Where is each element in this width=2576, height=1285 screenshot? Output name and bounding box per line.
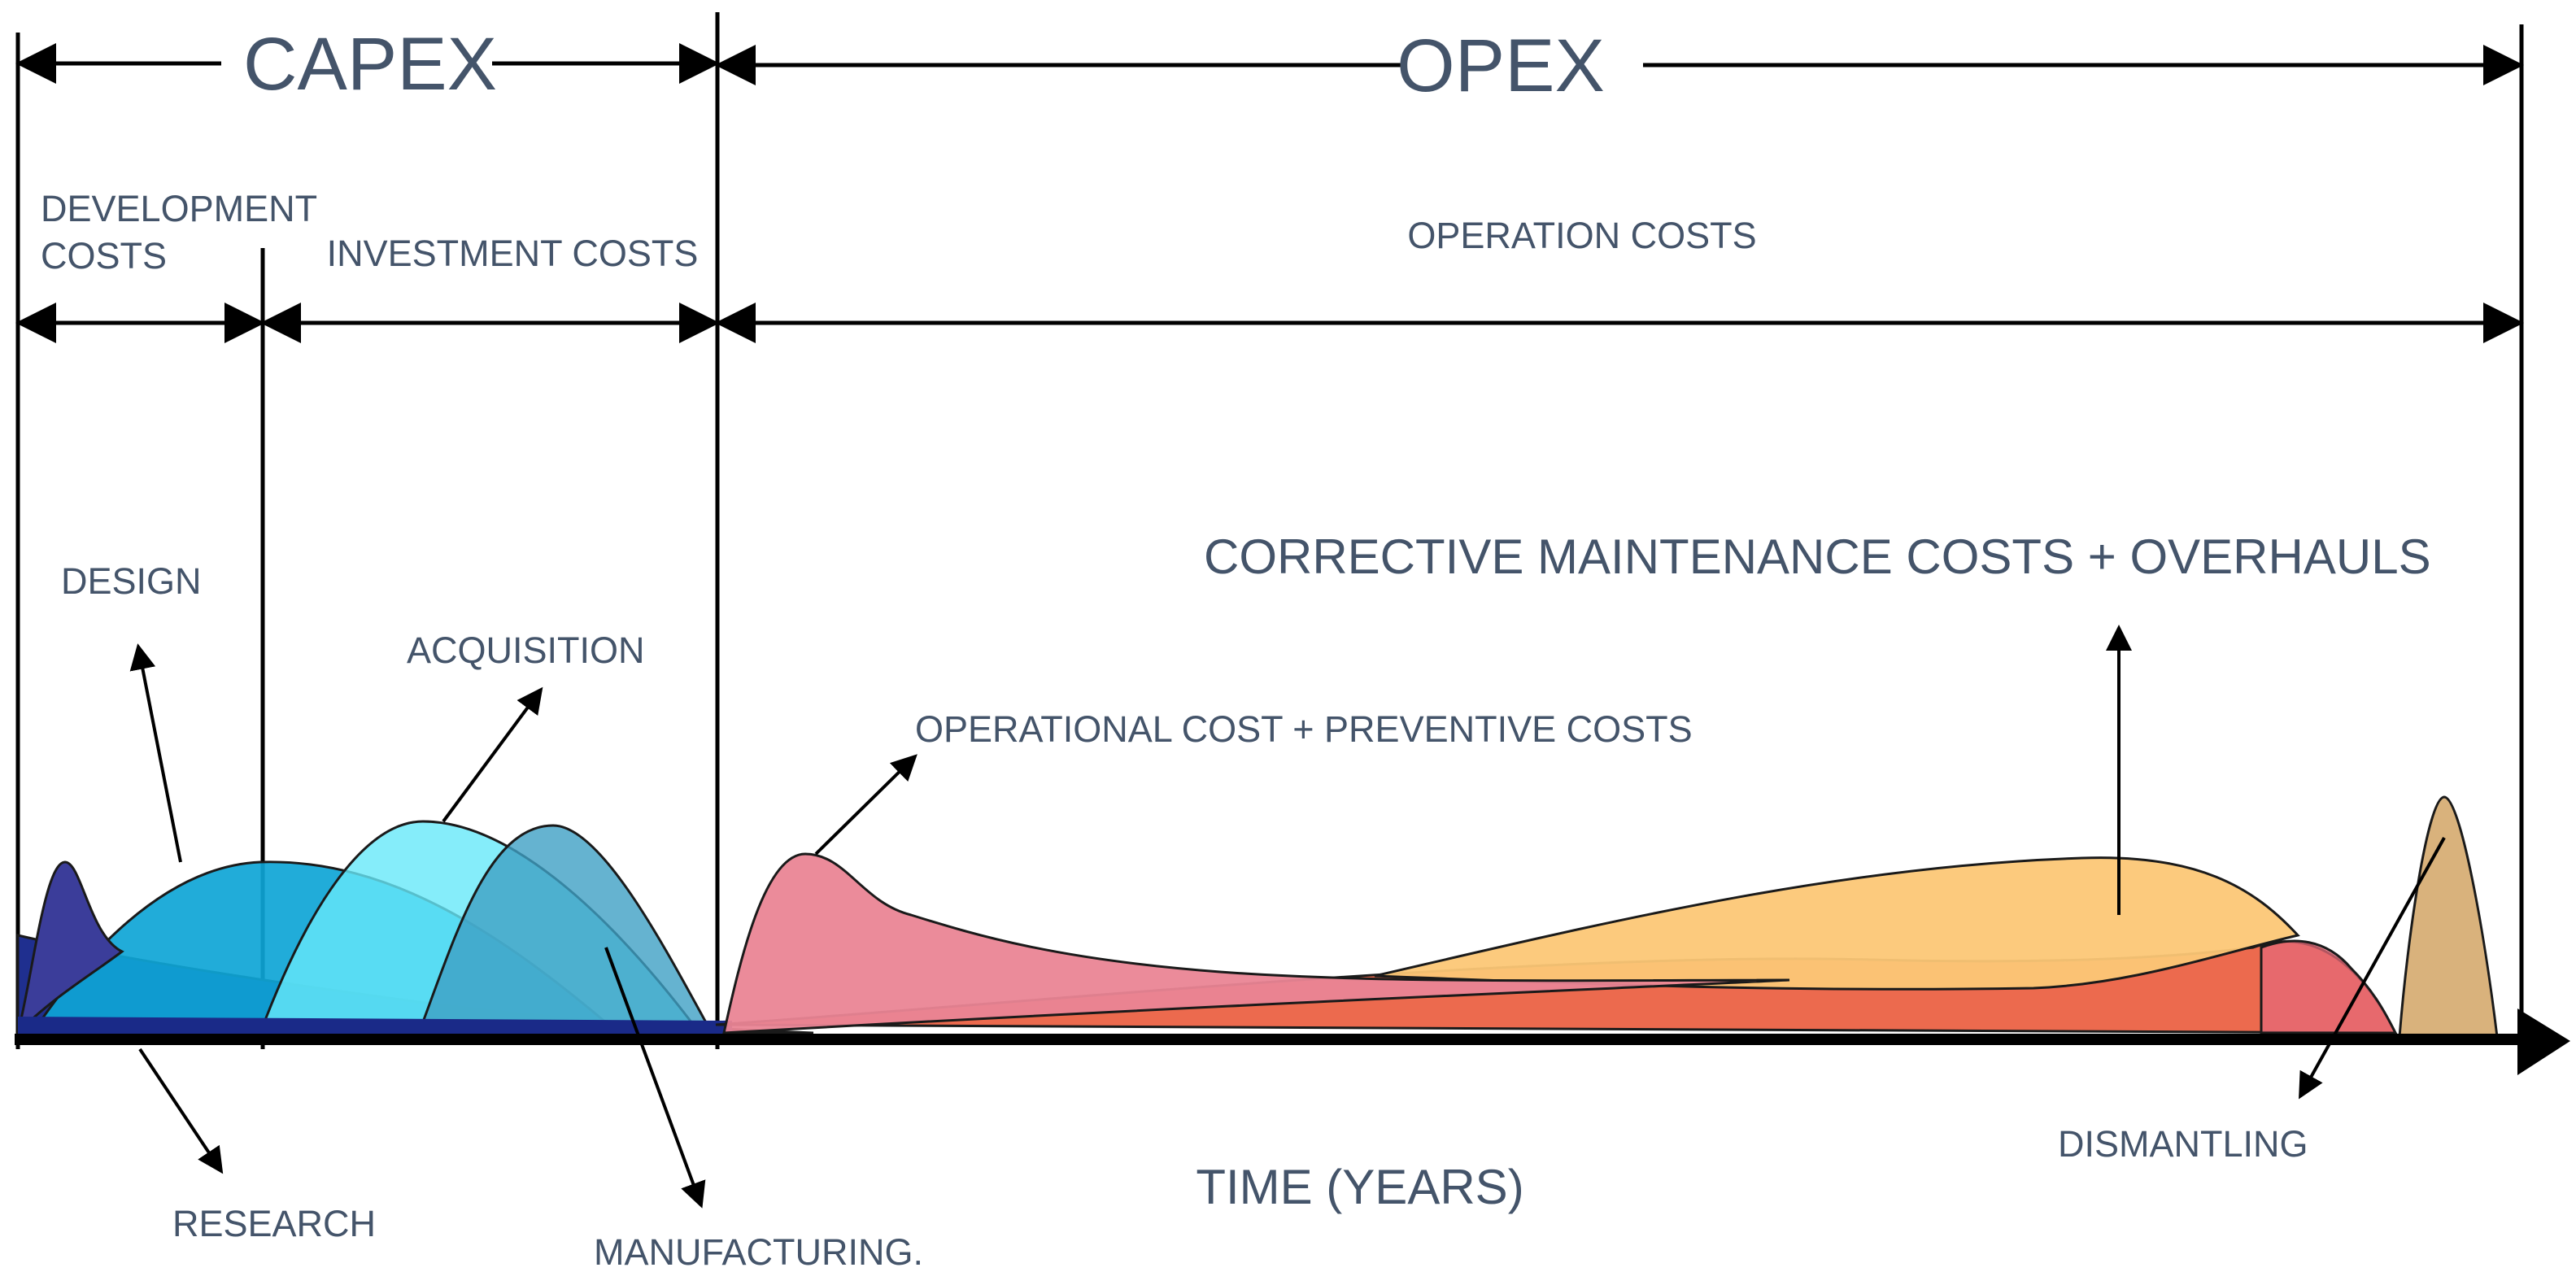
development-costs-label-line2: COSTS bbox=[41, 235, 167, 277]
dismantling-curve bbox=[2398, 795, 2499, 1039]
operational-callout-arrow bbox=[814, 754, 918, 856]
corrective-maintenance-label: CORRECTIVE MAINTENANCE COSTS + OVERHAULS bbox=[1204, 529, 2431, 584]
opex-label: OPEX bbox=[1397, 24, 1605, 107]
operation-costs-label: OPERATION COSTS bbox=[1407, 215, 1756, 256]
manufacturing-curve bbox=[416, 824, 714, 1035]
opex-late-hump bbox=[2260, 939, 2398, 1035]
design-label: DESIGN bbox=[61, 560, 202, 602]
acquisition-label: ACQUISITION bbox=[407, 629, 645, 671]
research-callout-arrow bbox=[138, 1048, 224, 1174]
operational-preventive-label: OPERATIONAL COST + PREVENTIVE COSTS bbox=[915, 708, 1693, 750]
manufacturing-label: MANUFACTURING. bbox=[594, 1231, 923, 1273]
dismantling-callout-arrow bbox=[2299, 837, 2446, 1100]
capex-baseline-band bbox=[18, 1017, 732, 1037]
design-callout-arrow bbox=[129, 643, 182, 863]
dismantling-label: DISMANTLING bbox=[2058, 1123, 2308, 1165]
development-costs-label-line1: DEVELOPMENT bbox=[41, 188, 317, 229]
research-label: RESEARCH bbox=[172, 1203, 376, 1244]
capex-label: CAPEX bbox=[243, 23, 497, 106]
x-axis-label: TIME (YEARS) bbox=[1196, 1160, 1523, 1214]
corrective-maintenance-curve bbox=[1374, 856, 2300, 991]
operational-preventive-curve bbox=[722, 852, 1790, 1035]
time-axis-arrowhead bbox=[2517, 1008, 2570, 1075]
acquisition-callout-arrow bbox=[442, 686, 543, 823]
manufacturing-callout-arrow bbox=[604, 947, 706, 1209]
investment-costs-label: INVESTMENT COSTS bbox=[327, 233, 699, 274]
early-peak-curve bbox=[15, 860, 124, 1038]
